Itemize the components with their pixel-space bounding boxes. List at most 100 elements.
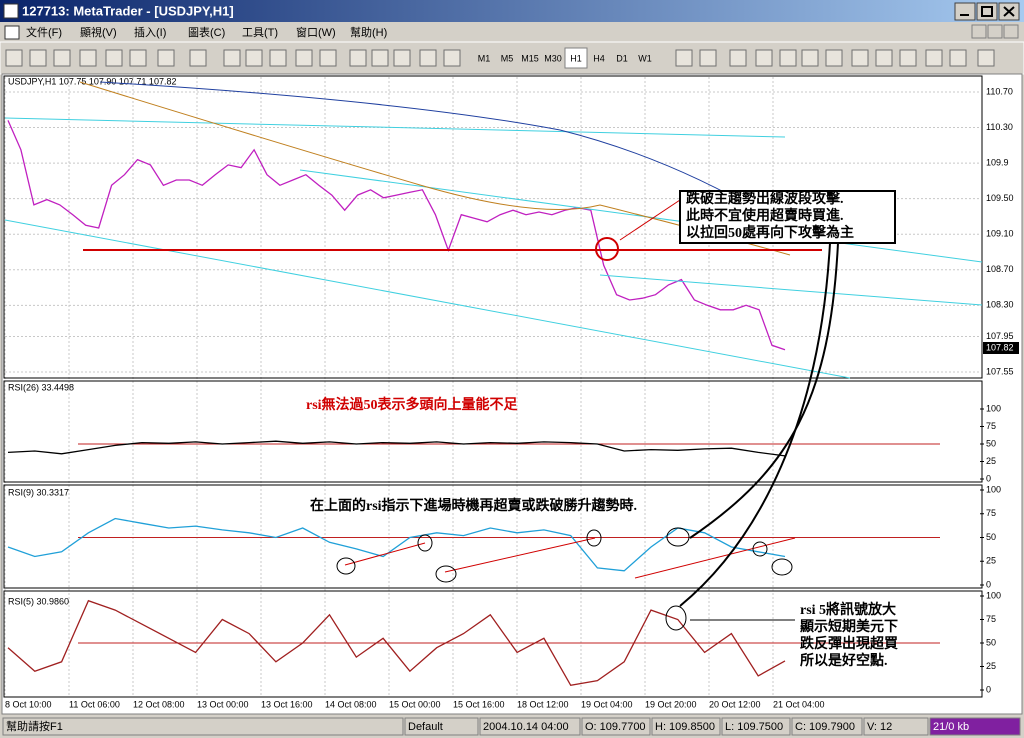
timeframe-buttons: M1 M5 M15 M30 H1 H4 D1 W1 bbox=[478, 47, 652, 69]
y-tick-label: 0 bbox=[986, 684, 991, 694]
status-field bbox=[651, 717, 721, 736]
menu-bar bbox=[0, 22, 1024, 42]
menu-item[interactable]: 顯視(V) bbox=[80, 25, 117, 39]
timeframe-button[interactable]: M5 bbox=[501, 53, 514, 63]
y-tick-label: 25 bbox=[986, 556, 996, 566]
moving-average bbox=[99, 81, 791, 231]
menu-item[interactable]: 工具(T) bbox=[242, 26, 278, 39]
timeframe-button[interactable]: M30 bbox=[544, 53, 562, 63]
y-tick-label: 25 bbox=[986, 661, 996, 671]
timeframe-button[interactable]: H1 bbox=[570, 53, 582, 63]
menu-item[interactable]: 插入(I) bbox=[134, 25, 166, 39]
status-field bbox=[2, 717, 404, 736]
tool-button[interactable] bbox=[755, 49, 773, 67]
timeframe-button[interactable]: M1 bbox=[478, 53, 491, 63]
trend-line bbox=[4, 117, 786, 138]
tool-button[interactable] bbox=[53, 49, 71, 67]
app-icon bbox=[3, 3, 19, 19]
child-minimize[interactable] bbox=[971, 24, 987, 39]
y-tick-label: 50 bbox=[986, 637, 996, 647]
x-tick-label: 12 Oct 08:00 bbox=[133, 699, 185, 709]
x-tick-label: 15 Oct 00:00 bbox=[389, 699, 441, 709]
tool-button[interactable] bbox=[371, 49, 389, 67]
child-restore[interactable] bbox=[987, 24, 1003, 39]
y-tick-label: 25 bbox=[986, 456, 996, 466]
tool-button[interactable] bbox=[925, 49, 943, 67]
tool-button[interactable] bbox=[443, 49, 461, 67]
x-tick-label: 20 Oct 12:00 bbox=[709, 699, 761, 709]
menu-item[interactable]: 幫助(H) bbox=[350, 25, 387, 39]
status-field bbox=[581, 717, 651, 736]
tool-button[interactable] bbox=[295, 49, 313, 67]
tool-button[interactable] bbox=[349, 49, 367, 67]
tool-button[interactable] bbox=[729, 49, 747, 67]
annotation: 以拉回50處再向下攻擊為主 bbox=[686, 224, 854, 241]
y-tick-label: 110.70 bbox=[986, 86, 1013, 96]
child-close[interactable] bbox=[1003, 24, 1019, 39]
tool-button[interactable] bbox=[157, 49, 175, 67]
tool-button[interactable] bbox=[779, 49, 797, 67]
tool-button[interactable] bbox=[801, 49, 819, 67]
tool-button[interactable] bbox=[319, 49, 337, 67]
tool-button[interactable] bbox=[977, 49, 995, 67]
status-text: 21/0 kb bbox=[933, 721, 969, 733]
highlight-circle bbox=[586, 529, 602, 547]
highlight-circle bbox=[771, 558, 793, 576]
annotation: rsi 5將訊號放大 bbox=[800, 601, 896, 618]
x-tick-label: 13 Oct 00:00 bbox=[197, 699, 249, 709]
tool-button[interactable] bbox=[419, 49, 437, 67]
tool-button[interactable] bbox=[29, 49, 47, 67]
status-text: 幫助請按F1 bbox=[6, 719, 63, 733]
trend-line bbox=[634, 537, 796, 579]
y-tick-label: 109.9 bbox=[986, 157, 1009, 167]
y-tick-label: 110.30 bbox=[986, 122, 1013, 132]
timeframe-button[interactable]: H4 bbox=[593, 53, 605, 63]
status-text: V: 12 bbox=[867, 721, 892, 733]
timeframe-button[interactable]: M15 bbox=[521, 53, 539, 63]
tool-button[interactable] bbox=[189, 49, 207, 67]
toolbar-icons bbox=[5, 49, 995, 67]
child-window-controls bbox=[971, 24, 1019, 39]
tool-button[interactable] bbox=[825, 49, 843, 67]
status-fields: 幫助請按F1 Default 2004.10.14 04:00 O: 109.7700… bbox=[2, 717, 1021, 736]
maximize-button[interactable] bbox=[976, 2, 998, 21]
title-bar bbox=[0, 0, 1024, 22]
highlight-circle bbox=[595, 237, 619, 261]
minimize-button[interactable] bbox=[954, 2, 976, 21]
menu-item[interactable]: 文件(F) bbox=[26, 25, 62, 39]
tool-button[interactable] bbox=[5, 49, 23, 67]
y-tick-label: 50 bbox=[986, 532, 996, 542]
y-tick-label: 107.95 bbox=[986, 331, 1014, 341]
panel-label: RSI(9) 30.3317 bbox=[8, 487, 69, 497]
status-field bbox=[479, 717, 581, 736]
annotation: 在上面的rsi指示下進場時機再超賣或跌破勝升趨勢時. bbox=[310, 497, 637, 514]
rsi26-panel-border bbox=[3, 380, 983, 483]
timeframe-button[interactable]: D1 bbox=[616, 53, 628, 63]
panel-borders bbox=[3, 75, 983, 698]
status-text: L: 109.7500 bbox=[725, 721, 783, 733]
tool-button[interactable] bbox=[949, 49, 967, 67]
tool-button[interactable] bbox=[269, 49, 287, 67]
tool-button[interactable] bbox=[875, 49, 893, 67]
doc-icon bbox=[4, 25, 20, 40]
tool-button[interactable] bbox=[699, 49, 717, 67]
menu-item[interactable]: 圖表(C) bbox=[188, 25, 225, 39]
tool-button[interactable] bbox=[79, 49, 97, 67]
x-tick-label: 8 Oct 10:00 bbox=[5, 699, 52, 709]
highlight-circle bbox=[752, 541, 768, 557]
menu-item[interactable]: 窗口(W) bbox=[296, 25, 336, 39]
tool-button[interactable] bbox=[851, 49, 869, 67]
rsi-line bbox=[7, 517, 786, 572]
annotation-box bbox=[679, 190, 896, 244]
trend-line bbox=[344, 542, 426, 566]
tool-button[interactable] bbox=[675, 49, 693, 67]
tool-button[interactable] bbox=[899, 49, 917, 67]
tool-button[interactable] bbox=[245, 49, 263, 67]
status-text: H: 109.8500 bbox=[655, 721, 715, 733]
timeframe-button[interactable]: W1 bbox=[638, 53, 652, 63]
tool-button[interactable] bbox=[223, 49, 241, 67]
tool-button[interactable] bbox=[105, 49, 123, 67]
tool-button[interactable] bbox=[129, 49, 147, 67]
y-tick-label: 100 bbox=[986, 484, 1001, 494]
tool-button[interactable] bbox=[393, 49, 411, 67]
